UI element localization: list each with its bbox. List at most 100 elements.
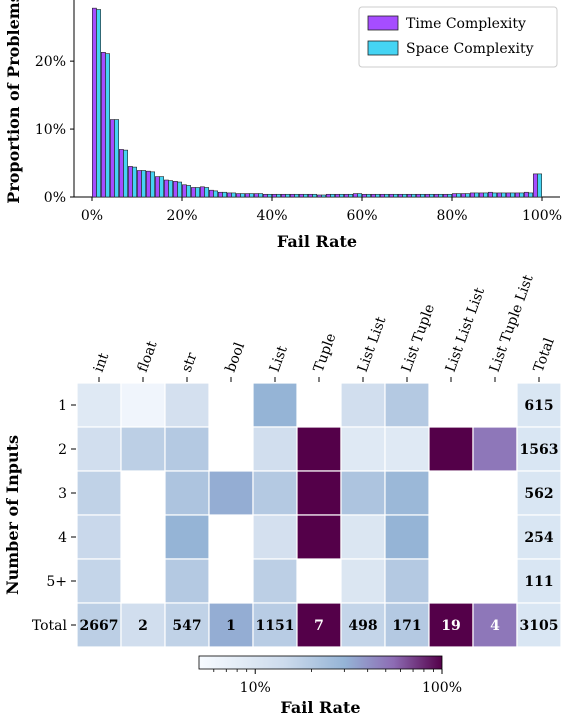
x-tick-label: 80% xyxy=(436,208,467,224)
bar-space xyxy=(276,193,281,198)
legend-swatch xyxy=(367,15,399,31)
cell-count: 615 xyxy=(524,398,553,414)
heatmap-cell xyxy=(76,602,122,648)
bar-space xyxy=(231,192,236,198)
bar-space xyxy=(429,193,434,198)
row-label: 2 xyxy=(58,442,67,458)
bar-space xyxy=(330,193,335,198)
heatmap-cell xyxy=(164,426,210,472)
heatmap-cell xyxy=(296,514,342,560)
y-tick-label: 0% xyxy=(44,190,66,206)
heatmap-cell xyxy=(208,470,254,516)
bar-time xyxy=(146,170,151,198)
bar-space xyxy=(294,193,299,198)
bar-time xyxy=(316,194,322,198)
bar-space xyxy=(519,192,524,198)
bar-space xyxy=(96,9,101,198)
bar-time xyxy=(182,184,187,198)
heatmap-cell xyxy=(472,426,518,472)
bar-time xyxy=(101,52,106,198)
heatmap-cell xyxy=(340,382,386,428)
bar-time xyxy=(370,193,376,198)
bar-time xyxy=(298,193,304,198)
bar-time xyxy=(128,166,133,198)
heatmap-cell xyxy=(252,602,298,648)
heatmap-cell xyxy=(252,470,298,516)
heatmap-cell xyxy=(340,558,386,604)
row-label: 3 xyxy=(58,486,67,502)
bar-time xyxy=(191,187,196,198)
cell-count: 111 xyxy=(524,574,553,590)
bar-time xyxy=(173,181,178,198)
bar-time xyxy=(433,193,439,198)
bar-time xyxy=(397,193,403,198)
bar-space xyxy=(321,194,326,198)
bar-space xyxy=(195,187,200,198)
column-label: List Tuple xyxy=(399,302,438,374)
colorbar-label: Fail Rate xyxy=(280,698,360,717)
cell-count: 1 xyxy=(226,618,236,634)
y-axis-label: Proportion of Problems xyxy=(4,0,23,204)
heatmap-cell xyxy=(428,426,474,472)
heatmap-cell xyxy=(472,602,518,648)
bar-time xyxy=(478,192,484,198)
heatmap-cell xyxy=(164,558,210,604)
bar-space xyxy=(177,181,182,198)
column-label: str xyxy=(179,350,201,374)
row-label: Total xyxy=(32,618,68,634)
heatmap-cell xyxy=(296,602,342,648)
heatmap-cell xyxy=(252,558,298,604)
bar-space xyxy=(420,193,425,198)
bar-time xyxy=(424,193,430,198)
bar-space xyxy=(474,192,479,198)
bar-space xyxy=(267,193,272,198)
y-tick-label: 10% xyxy=(35,122,66,138)
heatmap-cell xyxy=(340,470,386,516)
cell-count: 1563 xyxy=(520,442,559,458)
bar-space xyxy=(528,192,533,198)
bar-time xyxy=(523,191,529,198)
heatmap-cell xyxy=(252,382,298,428)
x-tick-label: 20% xyxy=(166,208,197,224)
bar-space xyxy=(123,149,128,198)
legend-label: Space Complexity xyxy=(406,41,534,57)
heatmap-cell xyxy=(120,426,166,472)
heatmap-cell xyxy=(516,426,562,472)
heatmap-cell xyxy=(384,602,430,648)
legend-label: Time Complexity xyxy=(406,16,526,32)
column-label: float xyxy=(135,339,161,375)
bar-time xyxy=(307,193,313,198)
y-tick-label: 20% xyxy=(35,54,66,70)
bar-time xyxy=(487,191,493,198)
bar-time xyxy=(280,193,286,198)
cell-count: 562 xyxy=(524,486,553,502)
column-label: List Tuple List xyxy=(487,273,537,375)
bar-space xyxy=(501,192,506,198)
colorbar-tick-label: 100% xyxy=(422,680,462,696)
bar-space xyxy=(114,119,119,198)
heatmap-chart: 615 1563 562 254 111 2667 2 547 1 1151 7 498 171 19 4 3… xyxy=(3,273,562,717)
legend-frame xyxy=(358,6,558,68)
row-label: 5+ xyxy=(46,574,67,590)
bar-space xyxy=(150,171,155,198)
bar-space xyxy=(492,192,497,198)
cell-count: 498 xyxy=(348,618,377,634)
bar-time xyxy=(334,193,340,198)
cell-count: 3105 xyxy=(520,618,559,634)
bar-space xyxy=(141,170,146,198)
heatmap-cell xyxy=(164,514,210,560)
bar-space xyxy=(339,193,344,198)
heatmap-cell xyxy=(516,602,562,648)
cell-count: 2 xyxy=(138,618,148,634)
bar-space xyxy=(375,193,380,198)
bar-time xyxy=(92,7,97,198)
bar-space xyxy=(312,193,317,198)
bar-space xyxy=(132,166,137,198)
bar-time xyxy=(505,192,511,198)
heatmap-cell xyxy=(76,426,122,472)
row-label: 4 xyxy=(58,530,67,546)
cell-count: 171 xyxy=(392,618,421,634)
heatmap-cell xyxy=(76,514,122,560)
cell-count: 254 xyxy=(524,530,553,546)
bar-space xyxy=(411,193,416,198)
